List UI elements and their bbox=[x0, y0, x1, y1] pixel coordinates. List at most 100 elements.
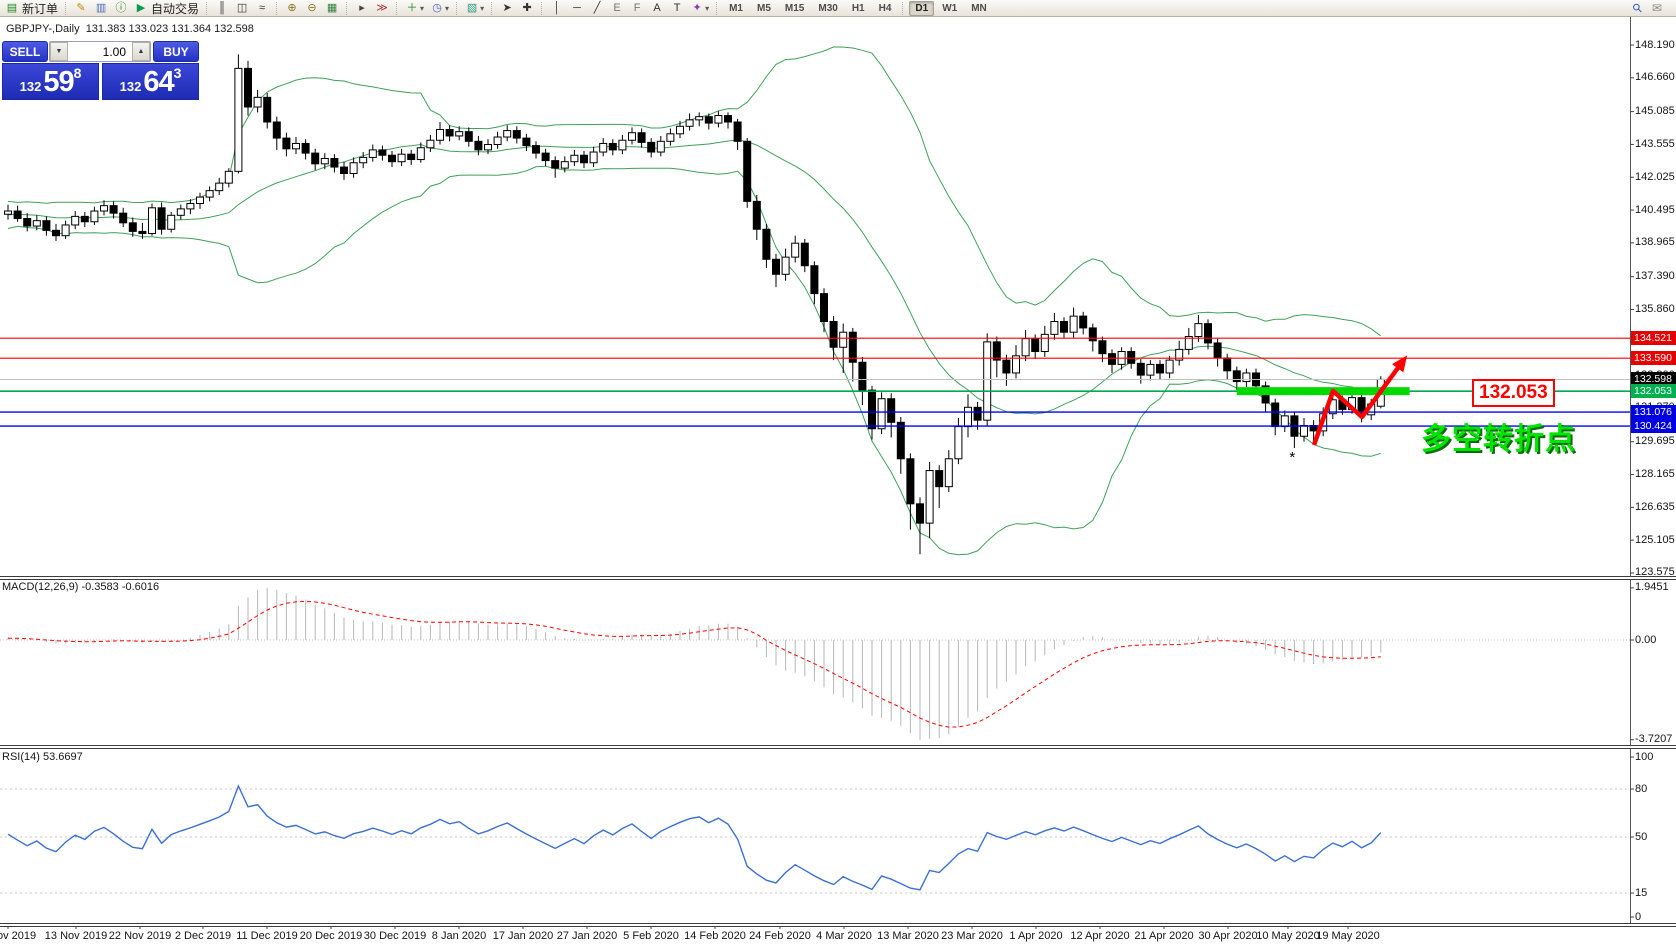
templates-icon: ▧ bbox=[466, 2, 478, 14]
date-axis-label: 20 Dec 2019 bbox=[299, 930, 363, 942]
indicators-button[interactable]: ✎ bbox=[71, 1, 91, 16]
macd-indicator-label: MACD(12,26,9) -0.3583 -0.6016 bbox=[2, 581, 160, 593]
date-axis-label: 21 Apr 2020 bbox=[1134, 930, 1194, 942]
autotrading-label: 自动交易 bbox=[151, 1, 200, 16]
lot-increase-button[interactable]: ▲ bbox=[132, 42, 150, 61]
pane-separator[interactable] bbox=[0, 745, 1676, 749]
price-axis-tick: 128.165 bbox=[1635, 468, 1675, 481]
line-chart-icon: ≈ bbox=[259, 2, 266, 14]
timeframe-button-m5[interactable]: M5 bbox=[757, 2, 771, 14]
date-axis-label: 13 Nov 2019 bbox=[44, 930, 108, 942]
crosshair-icon: ✚ bbox=[522, 2, 532, 14]
search-icon[interactable]: ⚲ bbox=[1629, 0, 1646, 17]
sell-price-pips: 59 bbox=[43, 66, 74, 98]
turning-point-annotation: 多空转折点 bbox=[1421, 423, 1576, 456]
price-level-tag: 131.076 bbox=[1631, 405, 1676, 420]
price-axis-tick: 123.575 bbox=[1635, 566, 1675, 579]
new-order-label: 新订单 bbox=[22, 1, 59, 16]
text-icon: A bbox=[653, 2, 661, 14]
one-click-trade-panel: SELL ▼ 1.00 ▲ BUY 132 59 8 132 64 3 bbox=[2, 41, 199, 101]
date-axis-label: 13 Mar 2020 bbox=[877, 930, 939, 942]
timeframe-button-m15[interactable]: M15 bbox=[784, 2, 805, 14]
text-button[interactable]: A bbox=[647, 1, 667, 16]
date-axis-label: 14 Feb 2020 bbox=[684, 930, 746, 942]
chevron-down-icon: ▾ bbox=[480, 3, 485, 13]
rsi-axis-tick: 15 bbox=[1635, 886, 1648, 899]
fibo-expansion-button[interactable]: F bbox=[627, 1, 647, 16]
autotrading-button[interactable]: ▶ 自动交易 bbox=[131, 1, 202, 16]
price-axis-tick: 146.660 bbox=[1635, 71, 1675, 84]
price-axis-tick: 140.495 bbox=[1635, 203, 1675, 216]
symbol-period-label: GBPJPY-,Daily bbox=[6, 23, 80, 35]
chat-icon[interactable]: ✉ bbox=[1651, 1, 1662, 15]
label-button[interactable]: T bbox=[667, 1, 687, 16]
price-axis-tick: 126.635 bbox=[1635, 500, 1675, 513]
shapes-button[interactable]: ✦ ▾ bbox=[687, 1, 712, 16]
buy-price[interactable]: 132 64 3 bbox=[102, 63, 199, 100]
date-axis-label: 30 Apr 2020 bbox=[1198, 930, 1258, 942]
timeframe-button-mn[interactable]: MN bbox=[971, 2, 987, 14]
timeframe-button-m30[interactable]: M30 bbox=[818, 2, 838, 14]
toolbar-separator bbox=[206, 1, 208, 15]
data-window-button[interactable]: ⓘ bbox=[111, 1, 131, 16]
timeframe-button-h4[interactable]: H4 bbox=[878, 2, 892, 14]
line-chart-button[interactable]: ≈ bbox=[252, 1, 272, 16]
price-level-tag: 130.424 bbox=[1631, 419, 1676, 434]
lot-size-value[interactable]: 1.00 bbox=[102, 45, 126, 59]
date-axis-label: 2 Dec 2019 bbox=[174, 930, 232, 942]
vline-icon: │ bbox=[553, 2, 561, 14]
pane-separator[interactable] bbox=[0, 576, 1676, 580]
period-icon: ◷ bbox=[432, 2, 442, 14]
vline-button[interactable]: │ bbox=[547, 1, 567, 16]
label-icon: T bbox=[673, 2, 681, 14]
timeframe-button-m1[interactable]: M1 bbox=[729, 2, 743, 14]
hline-button[interactable]: ─ bbox=[567, 1, 587, 16]
period-button[interactable]: ◷ ▾ bbox=[427, 1, 452, 16]
timeframe-button-d1[interactable]: D1 bbox=[909, 0, 935, 16]
market-watch-button[interactable]: ▥ bbox=[91, 1, 111, 16]
date-axis-label: 23 Mar 2020 bbox=[941, 930, 1003, 942]
chart-shift-button[interactable]: ≫ bbox=[372, 1, 392, 16]
new-order-button[interactable]: ▤ 新订单 bbox=[2, 1, 61, 16]
templates-button[interactable]: ▧ ▾ bbox=[462, 1, 487, 16]
auto-scroll-button[interactable]: ▸ bbox=[352, 1, 372, 16]
crosshair-button[interactable]: ✚ bbox=[517, 1, 537, 16]
pane-separator[interactable] bbox=[0, 923, 1676, 927]
ohlc-values: 131.383 133.023 131.364 132.598 bbox=[85, 23, 254, 35]
zoom-out-button[interactable]: ⊖ bbox=[302, 1, 322, 16]
fibo-retracement-button[interactable]: E bbox=[607, 1, 627, 16]
price-level-tag: 132.598 bbox=[1631, 372, 1676, 387]
sell-price[interactable]: 132 59 8 bbox=[2, 63, 99, 100]
date-axis-label: 4 Mar 2020 bbox=[816, 930, 872, 942]
trendline-button[interactable]: ╱ bbox=[587, 1, 607, 16]
chart-title: GBPJPY-,Daily 131.383 133.023 131.364 13… bbox=[6, 23, 254, 35]
price-axis-tick: 125.105 bbox=[1635, 533, 1675, 546]
support-price-callout: 132.053 bbox=[1472, 379, 1555, 407]
cursor-button[interactable]: ➤ bbox=[497, 1, 517, 16]
date-axis-label: 8 Jan 2020 bbox=[431, 930, 487, 942]
tile-windows-button[interactable]: ▦ bbox=[322, 1, 342, 16]
toolbar-separator bbox=[276, 1, 278, 15]
toolbar-right-group: ⚲ ✉ bbox=[1629, 0, 1662, 16]
price-axis-tick: 142.025 bbox=[1635, 170, 1675, 183]
date-axis-label: 11 Dec 2019 bbox=[236, 930, 298, 942]
buy-button[interactable]: BUY bbox=[153, 41, 199, 62]
timeframe-button-w1[interactable]: W1 bbox=[942, 2, 958, 14]
bar-chart-button[interactable]: ║ bbox=[212, 1, 232, 16]
autotrading-icon: ▶ bbox=[136, 2, 146, 14]
new-chart-button[interactable]: ＋ ▾ bbox=[402, 1, 427, 16]
timeframe-button-h1[interactable]: H1 bbox=[851, 2, 865, 14]
fibo-expansion-icon: F bbox=[633, 2, 641, 14]
sell-price-figure: 132 bbox=[19, 79, 42, 94]
macd-axis-tick: 1.9451 bbox=[1635, 581, 1669, 594]
date-axis-label: 17 Jan 2020 bbox=[492, 930, 554, 942]
toolbar-separator bbox=[902, 1, 904, 15]
shapes-icon: ✦ bbox=[692, 2, 702, 14]
zoom-in-button[interactable]: ⊕ bbox=[282, 1, 302, 16]
sell-button[interactable]: SELL bbox=[2, 41, 48, 62]
rsi-axis-tick: 80 bbox=[1635, 782, 1648, 795]
lot-decrease-button[interactable]: ▼ bbox=[50, 42, 68, 61]
candlestick-chart-button[interactable]: ◫ bbox=[232, 1, 252, 16]
buy-price-pips: 64 bbox=[143, 66, 174, 98]
